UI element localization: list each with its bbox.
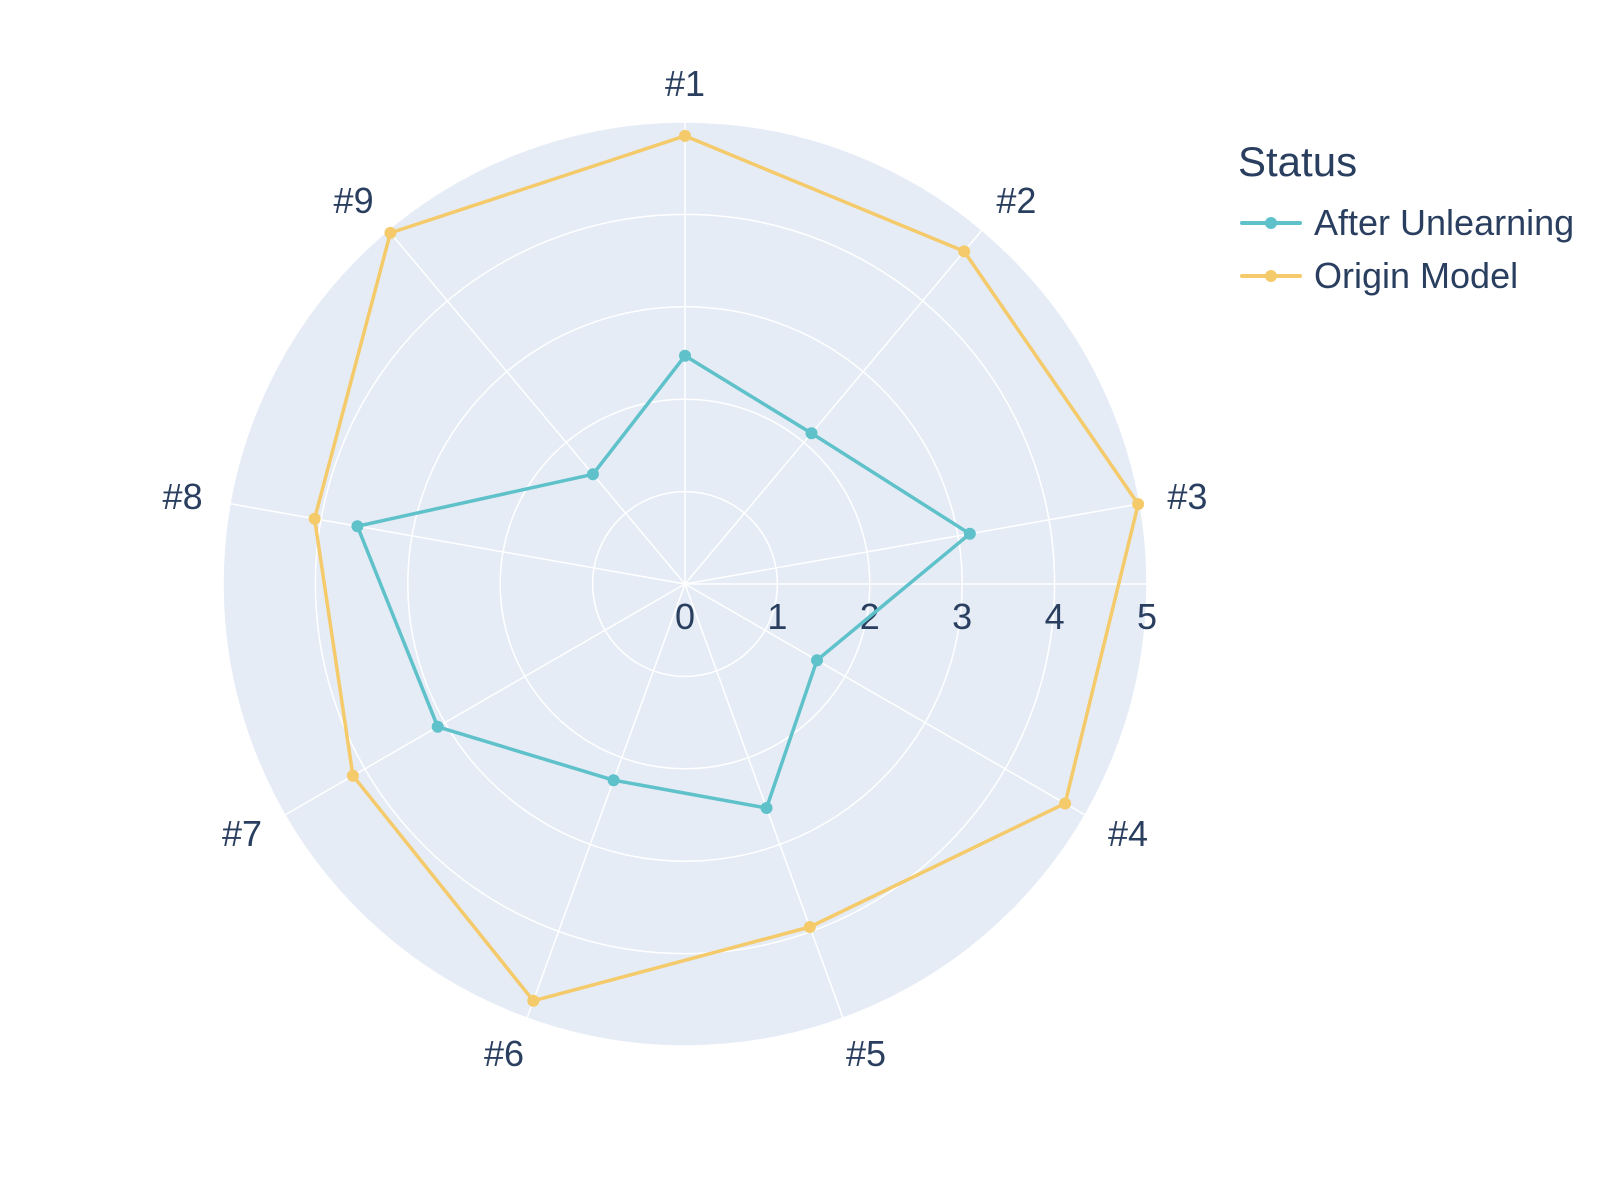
legend-swatch-after-unlearning xyxy=(1240,214,1302,232)
spoke-line xyxy=(684,583,1086,816)
series-line xyxy=(355,354,972,810)
data-point[interactable] xyxy=(384,226,397,239)
data-point[interactable] xyxy=(1132,498,1145,511)
category-label: #5 xyxy=(846,1033,886,1074)
data-point[interactable] xyxy=(308,512,321,525)
data-point[interactable] xyxy=(963,527,976,540)
category-label: #2 xyxy=(996,180,1036,221)
radial-tick-label: 1 xyxy=(767,596,787,637)
category-label: #8 xyxy=(163,476,203,517)
series-line xyxy=(312,134,1140,1003)
data-point[interactable] xyxy=(803,920,816,933)
radial-tick-label: 5 xyxy=(1137,596,1157,637)
legend-item-origin-model[interactable]: Origin Model xyxy=(1238,249,1574,302)
data-point[interactable] xyxy=(527,994,540,1007)
data-point[interactable] xyxy=(607,774,620,787)
data-point[interactable] xyxy=(679,129,691,142)
legend-label-origin-model: Origin Model xyxy=(1314,254,1519,296)
series-layer xyxy=(308,129,1145,1007)
category-label: #1 xyxy=(665,63,705,104)
radial-tick-label: 0 xyxy=(675,596,695,637)
radial-tick-label: 4 xyxy=(1045,596,1065,637)
spoke-layer xyxy=(229,122,1147,1019)
data-point[interactable] xyxy=(811,654,824,667)
series-after-unlearning xyxy=(351,349,976,815)
spoke-line xyxy=(387,229,686,585)
data-point[interactable] xyxy=(351,520,364,533)
category-label: #6 xyxy=(484,1033,524,1074)
series-origin-model xyxy=(308,129,1145,1007)
data-point[interactable] xyxy=(586,468,599,481)
category-label-layer: #1 #2 #3 #4 #5 #6 #7 #8 #9 xyxy=(163,63,1208,1074)
radial-tick-label: 3 xyxy=(952,596,972,637)
data-point[interactable] xyxy=(679,349,691,362)
legend-label-after-unlearning: After Unlearning xyxy=(1314,201,1575,243)
category-label: #7 xyxy=(222,813,262,854)
data-point[interactable] xyxy=(431,720,444,733)
spoke-line xyxy=(684,503,1141,585)
data-point[interactable] xyxy=(760,802,773,815)
data-point[interactable] xyxy=(1059,797,1072,810)
category-label: #9 xyxy=(334,180,374,221)
category-label: #4 xyxy=(1108,813,1148,854)
legend: Status After Unlearning Origin Model xyxy=(1238,138,1574,302)
legend-swatch-marker xyxy=(1265,269,1277,282)
legend-swatch-marker xyxy=(1265,216,1277,229)
spoke-line xyxy=(229,503,686,585)
legend-title: Status xyxy=(1238,138,1358,185)
data-point[interactable] xyxy=(346,769,359,782)
spoke-line xyxy=(684,229,983,585)
legend-swatch-origin-model xyxy=(1240,267,1302,285)
legend-item-after-unlearning[interactable]: After Unlearning xyxy=(1238,196,1574,249)
spoke-line xyxy=(684,583,844,1019)
data-point[interactable] xyxy=(805,427,818,440)
category-label: #3 xyxy=(1167,476,1207,517)
data-point[interactable] xyxy=(958,245,971,258)
spoke-line xyxy=(526,583,686,1019)
